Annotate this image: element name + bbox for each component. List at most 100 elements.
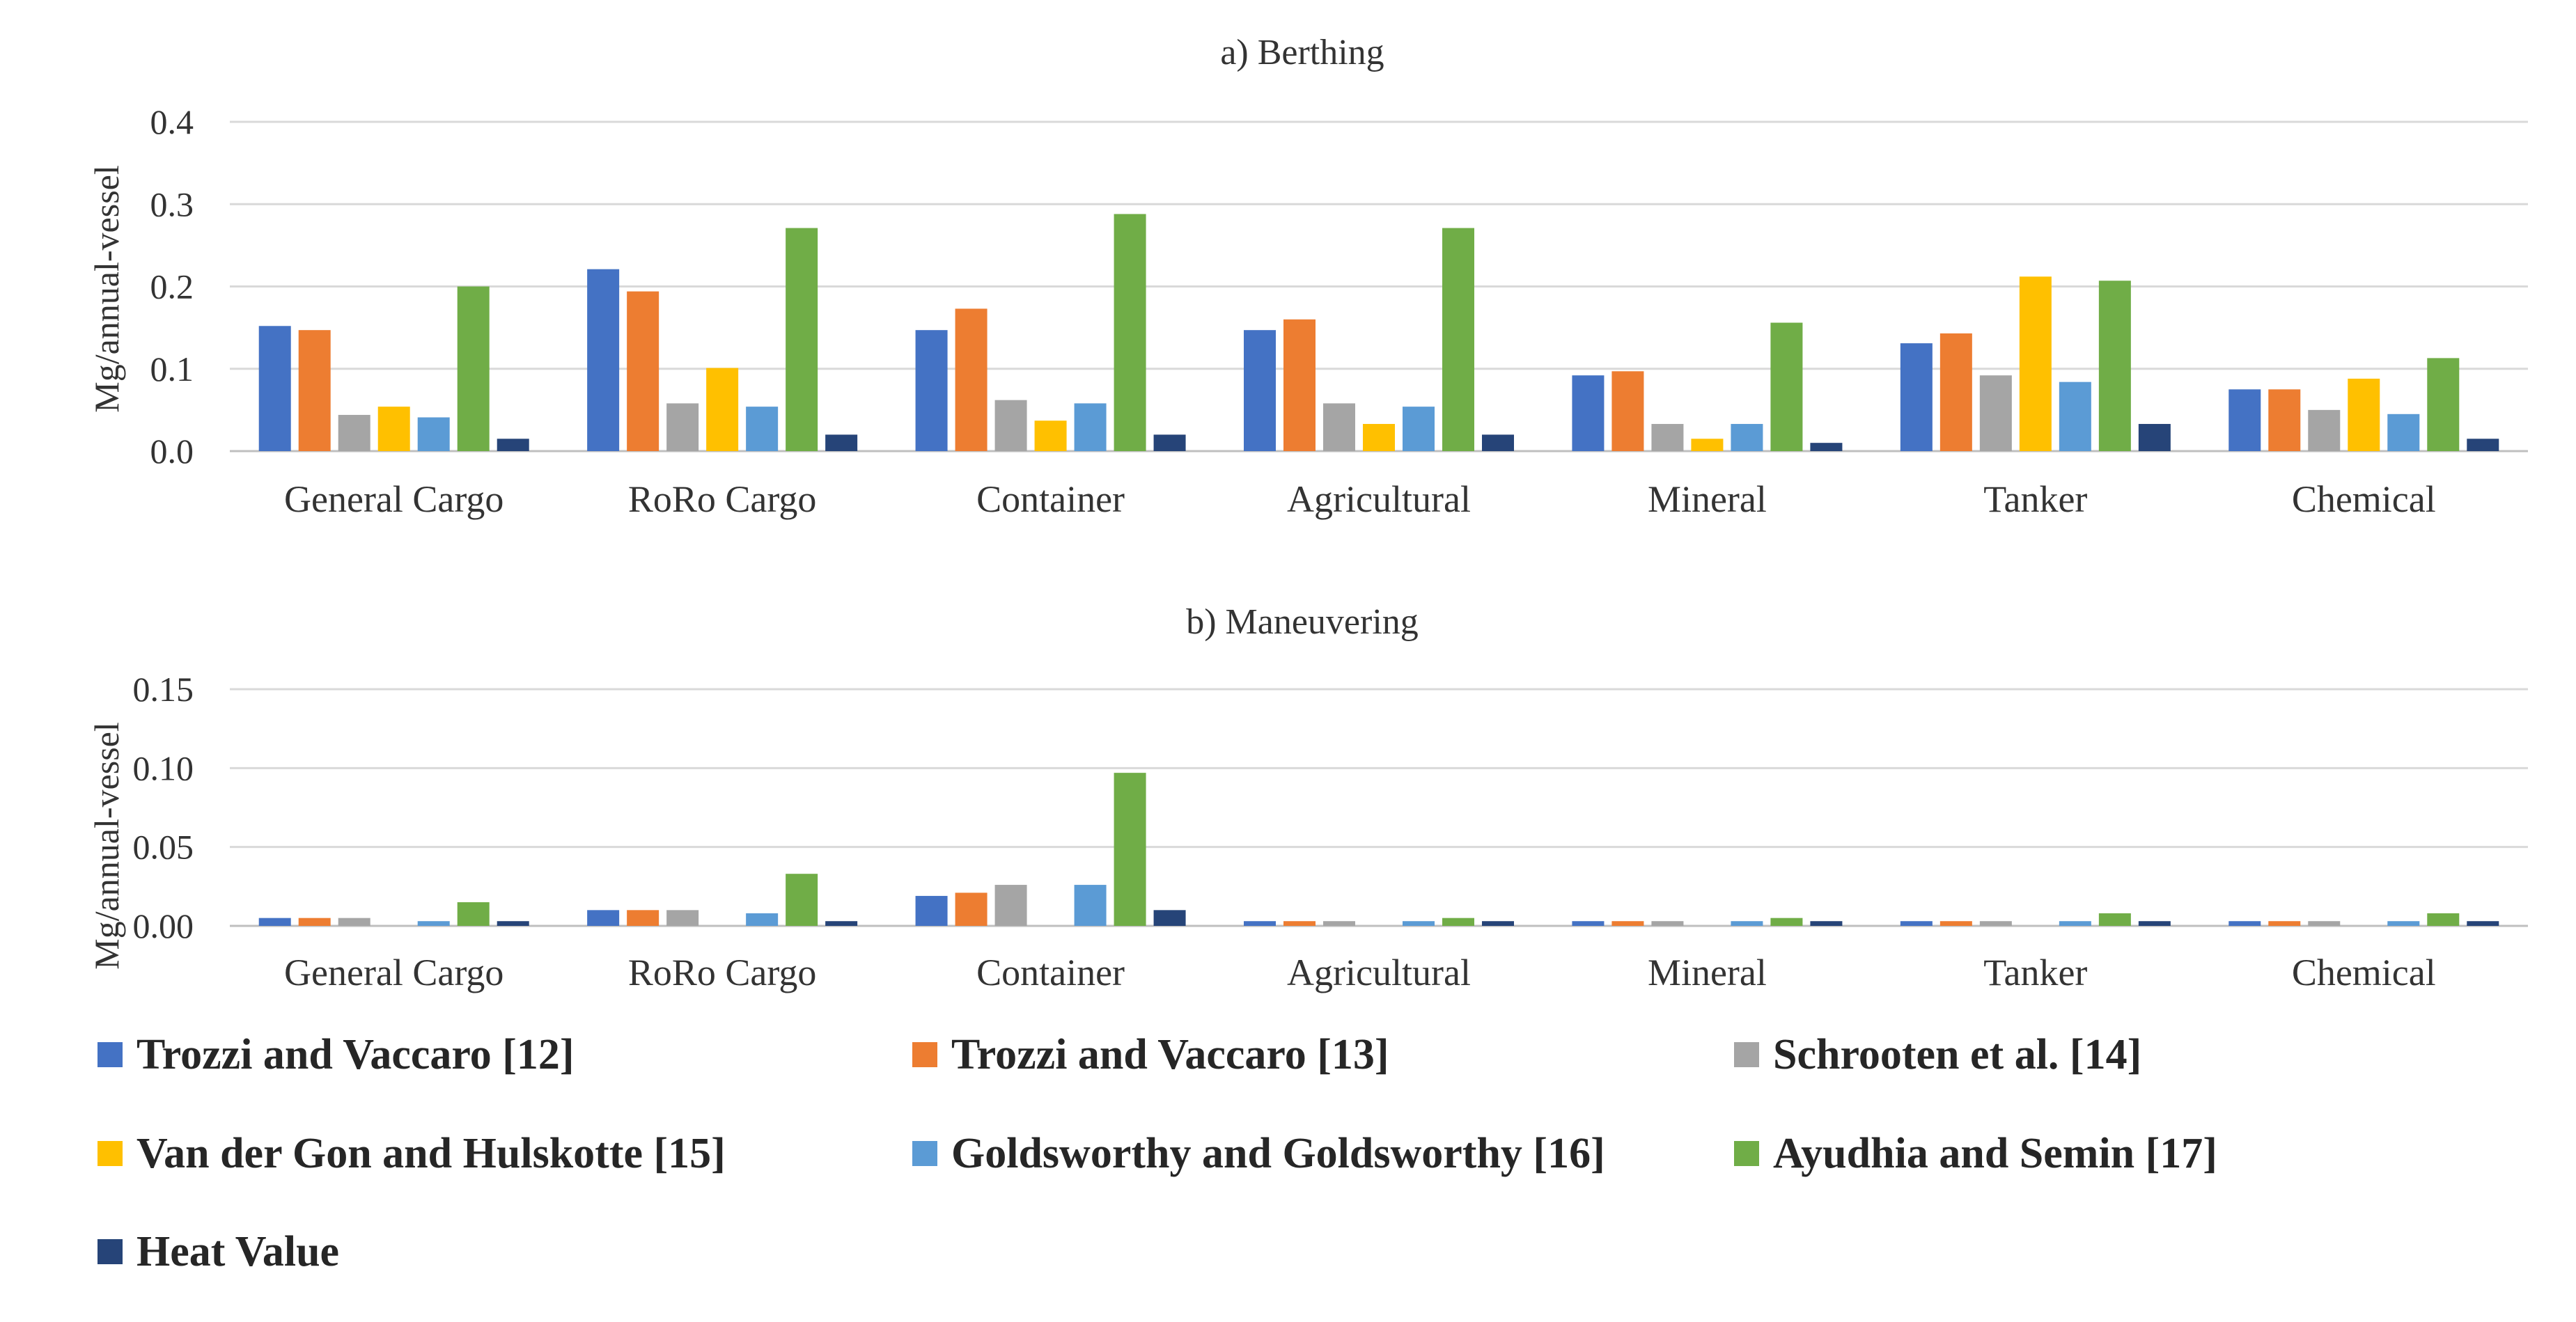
maneuvering-bar-chemical-goldsworthy-and-goldsworthy-16 — [2387, 921, 2420, 926]
berthing-bar-general-cargo-trozzi-and-vaccaro-13 — [298, 330, 331, 451]
legend-label-heat-value: Heat Value — [136, 1228, 339, 1275]
berthing-bar-chemical-goldsworthy-and-goldsworthy-16 — [2387, 414, 2420, 451]
maneuvering-y-tick-label: 0.15 — [133, 670, 194, 709]
berthing-bar-general-cargo-van-der-gon-and-hulskotte-15 — [377, 407, 410, 451]
maneuvering-chart-title: b) Maneuvering — [1186, 602, 1419, 642]
maneuvering-bar-mineral-trozzi-and-vaccaro-12 — [1572, 921, 1605, 926]
berthing-y-tick-label: 0.4 — [150, 102, 194, 141]
maneuvering-x-tick-label: Container — [976, 952, 1125, 993]
berthing-bar-mineral-heat-value — [1810, 443, 1843, 451]
maneuvering-chart: b) Maneuvering Mg/annual-vessel 0.00 0.05… — [87, 602, 2528, 993]
legend-swatch-van-der-gon-and-hulskotte-15 — [97, 1141, 123, 1166]
maneuvering-bars — [258, 773, 2499, 926]
maneuvering-bar-general-cargo-trozzi-and-vaccaro-12 — [258, 918, 291, 926]
berthing-bar-general-cargo-heat-value — [497, 439, 529, 451]
legend-label-trozzi-and-vaccaro-12: Trozzi and Vaccaro [12] — [136, 1031, 575, 1078]
maneuvering-bar-container-trozzi-and-vaccaro-13 — [955, 892, 988, 926]
maneuvering-y-tick-label: 0.10 — [133, 748, 194, 787]
maneuvering-bar-agricultural-trozzi-and-vaccaro-13 — [1283, 921, 1316, 926]
maneuvering-bar-container-goldsworthy-and-goldsworthy-16 — [1074, 885, 1107, 926]
berthing-bar-tanker-van-der-gon-and-hulskotte-15 — [2019, 276, 2052, 451]
berthing-bar-agricultural-schrooten-et-al-14 — [1323, 403, 1355, 451]
maneuvering-y-tick-label: 0.05 — [133, 828, 194, 867]
berthing-bar-agricultural-trozzi-and-vaccaro-12 — [1244, 330, 1276, 451]
maneuvering-bar-container-heat-value — [1153, 910, 1186, 926]
maneuvering-bar-tanker-trozzi-and-vaccaro-12 — [1900, 921, 1933, 926]
berthing-bar-agricultural-goldsworthy-and-goldsworthy-16 — [1403, 407, 1435, 451]
maneuvering-bar-roro-cargo-trozzi-and-vaccaro-13 — [627, 910, 659, 926]
maneuvering-bar-container-trozzi-and-vaccaro-12 — [915, 895, 948, 926]
berthing-bar-roro-cargo-van-der-gon-and-hulskotte-15 — [706, 368, 739, 451]
maneuvering-bar-general-cargo-goldsworthy-and-goldsworthy-16 — [417, 921, 450, 926]
legend-label-schrooten-et-al-14: Schrooten et al. [14] — [1773, 1031, 2141, 1078]
legend-swatch-schrooten-et-al-14 — [1734, 1042, 1759, 1067]
maneuvering-bar-roro-cargo-trozzi-and-vaccaro-12 — [587, 910, 620, 926]
maneuvering-bar-container-ayudhia-and-semin-17 — [1114, 773, 1146, 926]
maneuvering-bar-tanker-schrooten-et-al-14 — [1979, 921, 2012, 926]
berthing-chart: a) Berthing Mg/annual-vessel 0.00.10.20.… — [87, 33, 2528, 520]
maneuvering-bar-chemical-trozzi-and-vaccaro-12 — [2228, 921, 2261, 926]
maneuvering-bar-roro-cargo-ayudhia-and-semin-17 — [786, 874, 818, 926]
berthing-bars — [258, 214, 2499, 451]
maneuvering-bar-chemical-heat-value — [2467, 921, 2499, 926]
berthing-bar-container-goldsworthy-and-goldsworthy-16 — [1074, 403, 1107, 451]
maneuvering-bar-chemical-trozzi-and-vaccaro-13 — [2268, 921, 2301, 926]
berthing-bar-mineral-goldsworthy-and-goldsworthy-16 — [1731, 423, 1763, 451]
berthing-bar-container-van-der-gon-and-hulskotte-15 — [1034, 420, 1067, 451]
berthing-y-tick-label: 0.1 — [150, 349, 194, 388]
maneuvering-bar-agricultural-goldsworthy-and-goldsworthy-16 — [1403, 921, 1435, 926]
maneuvering-bar-tanker-ayudhia-and-semin-17 — [2098, 913, 2131, 926]
berthing-bar-tanker-trozzi-and-vaccaro-13 — [1939, 333, 1972, 451]
berthing-bar-container-schrooten-et-al-14 — [994, 400, 1027, 451]
maneuvering-x-ticks: General Cargo RoRo Cargo Container Agricult… — [284, 952, 2436, 993]
berthing-bar-roro-cargo-heat-value — [825, 434, 858, 451]
legend-swatch-ayudhia-and-semin-17 — [1734, 1141, 1759, 1166]
maneuvering-bar-roro-cargo-heat-value — [825, 921, 858, 926]
berthing-x-tick-label: Container — [976, 478, 1125, 520]
maneuvering-bar-tanker-goldsworthy-and-goldsworthy-16 — [2059, 921, 2091, 926]
berthing-bar-chemical-ayudhia-and-semin-17 — [2427, 358, 2460, 451]
berthing-chart-title: a) Berthing — [1220, 33, 1384, 72]
berthing-bar-chemical-van-der-gon-and-hulskotte-15 — [2348, 378, 2380, 451]
maneuvering-bar-agricultural-trozzi-and-vaccaro-12 — [1244, 921, 1276, 926]
berthing-bar-roro-cargo-schrooten-et-al-14 — [666, 403, 699, 451]
legend-swatch-goldsworthy-and-goldsworthy-16 — [912, 1141, 937, 1166]
maneuvering-x-tick-label: Agricultural — [1287, 952, 1471, 993]
maneuvering-bar-mineral-heat-value — [1810, 921, 1843, 926]
maneuvering-bar-general-cargo-heat-value — [497, 921, 529, 926]
maneuvering-bar-chemical-ayudhia-and-semin-17 — [2427, 913, 2460, 926]
berthing-bar-chemical-trozzi-and-vaccaro-13 — [2268, 389, 2301, 451]
legend-label-van-der-gon-and-hulskotte-15: Van der Gon and Hulskotte [15] — [136, 1130, 726, 1177]
maneuvering-bar-tanker-heat-value — [2138, 921, 2171, 926]
berthing-bar-general-cargo-trozzi-and-vaccaro-12 — [258, 326, 291, 451]
berthing-bar-agricultural-ayudhia-and-semin-17 — [1442, 228, 1474, 451]
maneuvering-bar-roro-cargo-schrooten-et-al-14 — [666, 910, 699, 926]
maneuvering-bar-mineral-trozzi-and-vaccaro-13 — [1611, 921, 1644, 926]
berthing-bar-chemical-heat-value — [2467, 439, 2499, 451]
berthing-bar-mineral-van-der-gon-and-hulskotte-15 — [1691, 439, 1724, 451]
berthing-x-tick-label: Agricultural — [1287, 478, 1471, 520]
berthing-bar-tanker-heat-value — [2138, 423, 2171, 451]
berthing-x-tick-label: General Cargo — [284, 478, 504, 520]
maneuvering-bar-container-schrooten-et-al-14 — [994, 885, 1027, 926]
maneuvering-x-tick-label: Chemical — [2292, 952, 2436, 993]
berthing-x-tick-label: RoRo Cargo — [628, 478, 817, 520]
legend-label-goldsworthy-and-goldsworthy-16: Goldsworthy and Goldsworthy [16] — [951, 1130, 1605, 1177]
berthing-bar-agricultural-van-der-gon-and-hulskotte-15 — [1363, 423, 1395, 451]
berthing-bar-agricultural-trozzi-and-vaccaro-13 — [1283, 319, 1316, 451]
berthing-bar-mineral-ayudhia-and-semin-17 — [1770, 322, 1803, 451]
berthing-y-ticks: 0.0 0.1 0.2 0.3 0.4 — [150, 102, 194, 471]
maneuvering-bar-agricultural-schrooten-et-al-14 — [1323, 921, 1355, 926]
maneuvering-bar-chemical-schrooten-et-al-14 — [2308, 921, 2341, 926]
maneuvering-bar-general-cargo-trozzi-and-vaccaro-13 — [298, 918, 331, 926]
berthing-bar-tanker-goldsworthy-and-goldsworthy-16 — [2059, 381, 2091, 451]
maneuvering-bar-tanker-trozzi-and-vaccaro-13 — [1939, 921, 1972, 926]
berthing-bar-roro-cargo-trozzi-and-vaccaro-12 — [587, 269, 620, 451]
maneuvering-bar-roro-cargo-goldsworthy-and-goldsworthy-16 — [746, 913, 779, 926]
berthing-bar-general-cargo-ayudhia-and-semin-17 — [457, 286, 490, 451]
maneuvering-bar-mineral-goldsworthy-and-goldsworthy-16 — [1731, 921, 1763, 926]
berthing-x-tick-label: Chemical — [2292, 478, 2436, 520]
berthing-bar-container-trozzi-and-vaccaro-12 — [915, 330, 948, 451]
berthing-x-ticks: General Cargo RoRo Cargo Container Agricult… — [284, 478, 2436, 520]
berthing-y-tick-label: 0.3 — [150, 184, 194, 223]
